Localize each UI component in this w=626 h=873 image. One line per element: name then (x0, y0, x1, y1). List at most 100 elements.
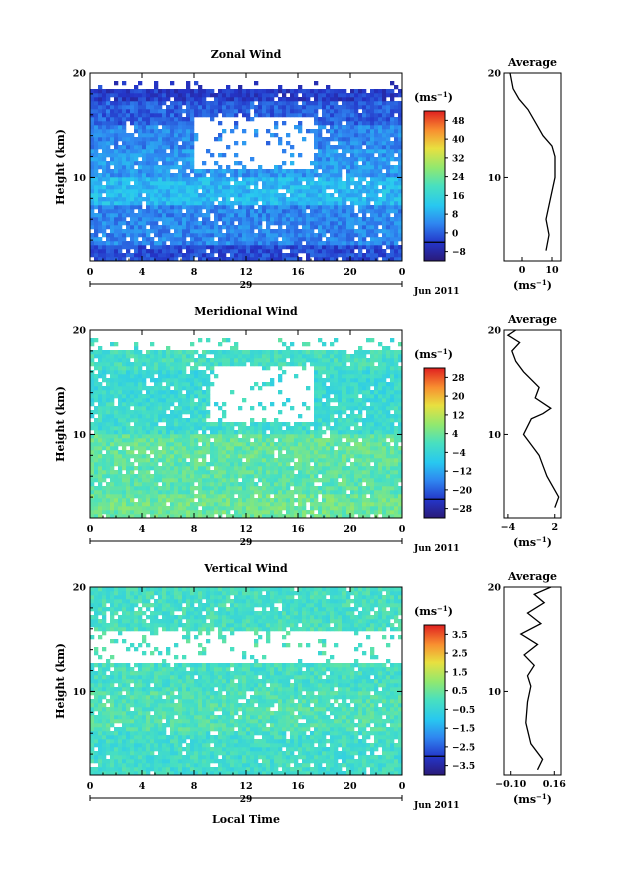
heatmap-cell (118, 422, 123, 427)
heatmap-cell (370, 189, 375, 194)
heatmap-cell (290, 201, 295, 206)
heatmap-cell (282, 422, 287, 427)
heatmap-cell (230, 454, 235, 459)
heatmap-cell (218, 470, 223, 475)
heatmap-cell (214, 494, 219, 499)
heatmap-cell (358, 225, 363, 230)
heatmap-cell (218, 422, 223, 427)
heatmap-cell (174, 466, 179, 471)
heatmap-cell (106, 502, 111, 507)
heatmap-cell (122, 153, 127, 158)
heatmap-cell (370, 418, 375, 423)
heatmap-cell (126, 430, 131, 435)
heatmap-cell (358, 89, 363, 94)
heatmap-cell (334, 197, 339, 202)
heatmap-cell (302, 426, 307, 431)
heatmap-cell (198, 213, 203, 218)
heatmap-cell (146, 133, 151, 138)
heatmap-cell (358, 101, 363, 106)
heatmap-cell (110, 217, 115, 222)
heatmap-cell (194, 233, 199, 238)
heatmap-cell (394, 217, 399, 222)
colorbar-tick-label: 48 (452, 117, 465, 127)
heatmap-cell (182, 161, 187, 166)
heatmap-cell (326, 113, 331, 118)
heatmap-cell (322, 113, 327, 118)
heatmap-cell (94, 109, 99, 114)
heatmap-cell (206, 502, 211, 507)
heatmap-cell (202, 494, 207, 499)
heatmap-cell (230, 442, 235, 447)
heatmap-cell (298, 197, 303, 202)
heatmap-cell (142, 173, 147, 178)
heatmap-cell (318, 161, 323, 166)
heatmap-cell (246, 205, 251, 210)
heatmap-cell (322, 177, 327, 182)
heatmap-cell (186, 490, 191, 495)
heatmap-cell (302, 446, 307, 451)
heatmap-cell (362, 245, 367, 250)
heatmap-cell (182, 217, 187, 222)
heatmap-cell (250, 450, 255, 455)
heatmap-cell (342, 133, 347, 138)
heatmap-cell (302, 221, 307, 226)
heatmap-cell (154, 225, 159, 230)
heatmap-cell (146, 197, 151, 202)
heatmap-cell (214, 490, 219, 495)
heatmap-cell (154, 490, 159, 495)
heatmap-cell (294, 426, 299, 431)
heatmap-cell (282, 197, 287, 202)
heatmap-cell (362, 157, 367, 162)
heatmap-cell (186, 225, 191, 230)
heatmap-cell (226, 185, 231, 190)
heatmap-cell (354, 422, 359, 427)
heatmap-cell (206, 462, 211, 467)
heatmap-cell (258, 93, 263, 98)
heatmap-cell (190, 113, 195, 118)
heatmap-cell (314, 494, 319, 499)
heatmap-cell (382, 502, 387, 507)
heatmap-cell (118, 402, 123, 407)
heatmap-cell (174, 498, 179, 503)
heatmap-cell (134, 97, 139, 102)
heatmap-cell (182, 510, 187, 515)
heatmap-cell (382, 486, 387, 491)
heatmap-cell (178, 454, 183, 459)
heatmap-cell (374, 133, 379, 138)
heatmap-cell (378, 93, 383, 98)
heatmap-cell (266, 233, 271, 238)
heatmap-cell (210, 197, 215, 202)
heatmap-cell (294, 446, 299, 451)
heatmap-cell (342, 113, 347, 118)
heatmap-cell (234, 446, 239, 451)
heatmap-cell (194, 462, 199, 467)
heatmap-cell (294, 169, 299, 174)
heatmap-cell (254, 221, 259, 226)
heatmap-cell (190, 125, 195, 130)
heatmap-cell (386, 426, 391, 431)
heatmap-cell (158, 438, 163, 443)
heatmap-cell (226, 101, 231, 106)
heatmap-cell (374, 506, 379, 511)
heatmap-cell (242, 438, 247, 443)
heatmap-cell (342, 125, 347, 130)
heatmap-cell (394, 446, 399, 451)
heatmap-cell (382, 510, 387, 515)
heatmap-cell (274, 113, 279, 118)
heatmap-cell (278, 205, 283, 210)
heatmap-cell (302, 185, 307, 190)
heatmap-cell (190, 185, 195, 190)
heatmap-cell (242, 165, 247, 170)
heatmap-cell (146, 89, 151, 94)
heatmap-cell (126, 221, 131, 226)
heatmap-cell (334, 161, 339, 166)
heatmap-cell (310, 101, 315, 106)
heatmap-cell (162, 205, 167, 210)
heatmap-cell (198, 173, 203, 178)
heatmap-cell (342, 426, 347, 431)
heatmap-cell (122, 418, 127, 423)
heatmap-cell (366, 490, 371, 495)
heatmap-cell (310, 454, 315, 459)
heatmap-cell (290, 434, 295, 439)
heatmap-cell (326, 201, 331, 206)
